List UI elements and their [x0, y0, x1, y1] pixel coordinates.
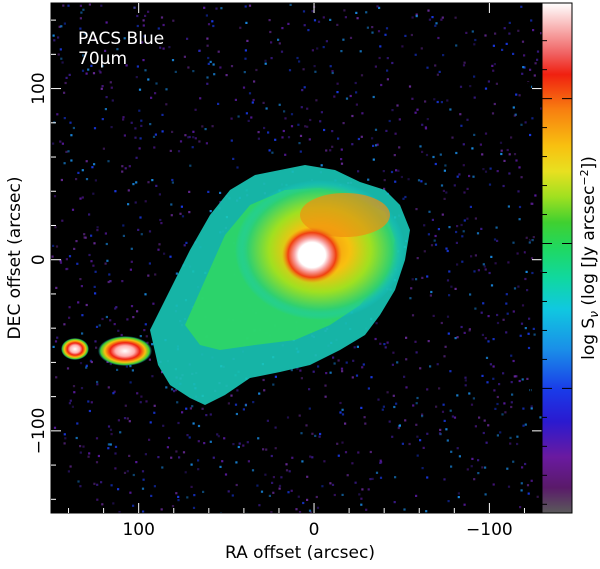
colorbar-tick-label: −2.5	[517, 80, 535, 116]
colorbar-ticks: −2.5 −3 −3.5	[517, 40, 572, 505]
colorbar-frame	[541, 2, 573, 514]
colorbar	[542, 3, 572, 513]
nebula-core	[282, 227, 342, 283]
nebula-ridge	[300, 193, 390, 237]
wavelength-label: 70μm	[78, 49, 127, 69]
y-tick-label: 100	[29, 72, 49, 104]
source-blob-right	[98, 336, 152, 366]
y-axis-label: DEC offset (arcsec)	[5, 177, 25, 340]
x-tick-label: 100	[122, 520, 154, 540]
y-axis-ticks: 100 0 −100	[29, 19, 542, 500]
y-tick-label: −100	[29, 408, 49, 455]
colorbar-tick-label: −3	[517, 232, 535, 254]
source-blob-left	[61, 338, 89, 360]
y-tick-label: 0	[29, 254, 49, 265]
x-tick-label: −100	[466, 520, 513, 540]
colorbar-tick-label: −3.5	[517, 370, 535, 406]
nebula-emission	[61, 165, 410, 405]
colorbar-label: log Sν (log [Jy arcsec−2])	[578, 156, 600, 360]
x-axis-label: RA offset (arcsec)	[225, 543, 375, 563]
band-label: PACS Blue	[78, 29, 164, 49]
x-axis-ticks: 100 0 −100	[68, 3, 525, 540]
x-tick-label: 0	[309, 520, 320, 540]
